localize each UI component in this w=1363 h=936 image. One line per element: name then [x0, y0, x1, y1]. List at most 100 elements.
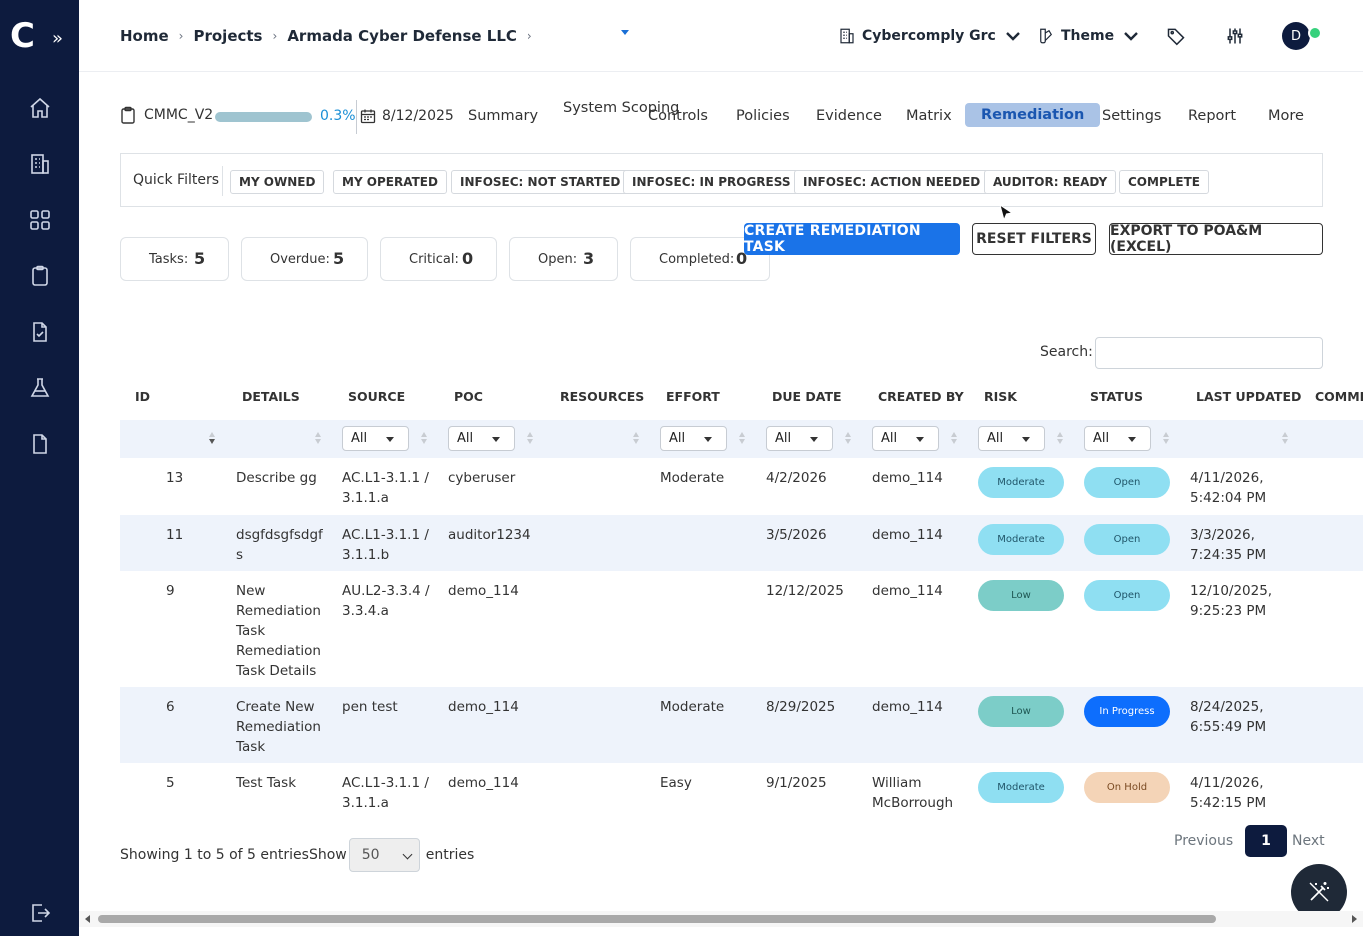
source-filter-select[interactable]: All: [342, 426, 409, 451]
breadcrumb-projects[interactable]: Projects: [193, 27, 263, 45]
search-input[interactable]: [1095, 337, 1323, 369]
breadcrumb-home[interactable]: Home: [120, 27, 169, 45]
col-id[interactable]: ID: [135, 389, 151, 404]
sidebar-expand-button[interactable]: »: [52, 28, 64, 49]
due-date-filter-select[interactable]: All: [766, 426, 833, 451]
table-row[interactable]: 11 dsgfdsgfsdgfs AC.L1-3.1.1 / 3.1.1.b a…: [120, 515, 1363, 571]
home-icon[interactable]: [28, 96, 52, 120]
col-comments[interactable]: COMMENTS: [1315, 389, 1363, 404]
chevron-down-icon: [1005, 32, 1020, 41]
cell-id: 6: [166, 699, 175, 715]
building-icon[interactable]: [28, 152, 52, 176]
col-poc[interactable]: POC: [454, 389, 483, 404]
table-row[interactable]: 5 Test Task AC.L1-3.1.1 / 3.1.1.a demo_1…: [120, 763, 1363, 819]
entries-label: entries: [425, 847, 475, 863]
filter-my-owned[interactable]: MY OWNED: [230, 170, 325, 194]
cell-source: AC.L1-3.1.1 / 3.1.1.b: [342, 527, 429, 563]
document-icon[interactable]: [28, 432, 52, 456]
pagination-previous[interactable]: Previous: [1174, 833, 1234, 849]
cell-created-by: demo_114: [872, 583, 943, 599]
table-row[interactable]: 13 Describe gg AC.L1-3.1.1 / 3.1.1.a cyb…: [120, 458, 1363, 515]
tab-remediation[interactable]: Remediation: [965, 103, 1101, 127]
tab-system-scoping[interactable]: System Scoping: [563, 100, 680, 116]
apps-grid-icon[interactable]: [28, 208, 52, 232]
cell-details: New Remediation Task Remediation Task De…: [236, 583, 321, 679]
quick-filters: Quick Filters MY OWNED MY OPERATED INFOS…: [120, 153, 1323, 207]
col-risk[interactable]: RISK: [984, 389, 1017, 404]
magic-wand-icon: [1309, 882, 1329, 902]
cell-last-updated: 3/3/2026, 7:24:35 PM: [1190, 527, 1267, 563]
reset-filters-button[interactable]: RESET FILTERS: [972, 223, 1096, 255]
status-badge: In Progress: [1084, 696, 1170, 727]
sort-icon[interactable]: [527, 432, 535, 446]
col-details[interactable]: DETAILS: [242, 389, 300, 404]
cell-details: Create New Remediation Task: [236, 699, 321, 755]
sort-icon[interactable]: [633, 432, 641, 446]
status-filter-select[interactable]: All: [1084, 426, 1151, 451]
pagination-next[interactable]: Next: [1292, 833, 1325, 849]
sort-icon[interactable]: [951, 432, 959, 446]
clipboard-icon[interactable]: [28, 264, 52, 288]
sort-icon[interactable]: [845, 432, 853, 446]
sort-icon[interactable]: [315, 432, 323, 446]
tab-settings[interactable]: Settings: [1102, 108, 1162, 124]
col-effort[interactable]: EFFORT: [666, 389, 720, 404]
sort-icon[interactable]: [421, 432, 429, 446]
poc-filter-select[interactable]: All: [448, 426, 515, 451]
filter-infosec-not-started[interactable]: INFOSEC: NOT STARTED: [451, 170, 630, 194]
scrollbar-thumb[interactable]: [98, 915, 1216, 923]
col-created-by[interactable]: CREATED BY: [878, 389, 964, 404]
created-by-filter-select[interactable]: All: [872, 426, 939, 451]
filter-infosec-action-needed[interactable]: INFOSEC: ACTION NEEDED: [794, 170, 990, 194]
magic-wand-button[interactable]: [1291, 864, 1347, 920]
tab-summary[interactable]: Summary: [468, 108, 539, 124]
breadcrumb-project[interactable]: Armada Cyber Defense LLC: [287, 27, 517, 45]
scroll-right-arrow[interactable]: [1352, 915, 1357, 923]
cell-details: Describe gg: [236, 470, 317, 486]
tab-controls[interactable]: Controls: [648, 108, 708, 124]
tab-evidence[interactable]: Evidence: [816, 108, 882, 124]
col-resources[interactable]: RESOURCES: [560, 389, 645, 404]
tag-icon[interactable]: [1166, 26, 1186, 46]
sort-icon[interactable]: [1057, 432, 1065, 446]
flask-icon[interactable]: [28, 376, 52, 400]
filter-auditor-ready[interactable]: AUDITOR: READY: [984, 170, 1117, 194]
table-row[interactable]: 9 New Remediation Task Remediation Task …: [120, 571, 1363, 687]
avatar[interactable]: D: [1282, 22, 1310, 50]
tab-policies[interactable]: Policies: [736, 108, 790, 124]
effort-filter-select[interactable]: All: [660, 426, 727, 451]
col-last-updated[interactable]: LAST UPDATED: [1196, 389, 1302, 404]
tab-more[interactable]: More: [1268, 108, 1304, 124]
risk-filter-select[interactable]: All: [978, 426, 1045, 451]
cell-last-updated: 4/11/2026, 5:42:15 PM: [1190, 775, 1267, 811]
sort-icon[interactable]: [209, 432, 217, 446]
sort-icon[interactable]: [1282, 432, 1290, 446]
filter-infosec-in-progress[interactable]: INFOSEC: IN PROGRESS: [623, 170, 800, 194]
file-check-icon[interactable]: [28, 320, 52, 344]
pagination-page-1[interactable]: 1: [1245, 825, 1287, 857]
risk-badge: Moderate: [978, 467, 1064, 498]
table-row[interactable]: 6 Create New Remediation Task pen test d…: [120, 687, 1363, 763]
theme-selector[interactable]: Theme: [1037, 24, 1146, 48]
create-remediation-task-button[interactable]: CREATE REMEDIATION TASK: [744, 223, 960, 255]
page-size-select[interactable]: 50: [348, 838, 420, 872]
org-selector[interactable]: Cybercomply Grc: [838, 24, 1028, 48]
logout-icon[interactable]: [28, 901, 52, 925]
horizontal-scrollbar[interactable]: [79, 911, 1363, 927]
sliders-icon[interactable]: [1225, 26, 1245, 46]
tab-report[interactable]: Report: [1188, 108, 1237, 124]
project-date: 8/12/2025: [360, 108, 454, 124]
sort-icon[interactable]: [1163, 432, 1171, 446]
export-poam-button[interactable]: EXPORT TO POA&M (EXCEL): [1109, 223, 1323, 255]
filter-my-operated[interactable]: MY OPERATED: [333, 170, 447, 194]
project-name[interactable]: CMMC_V2: [120, 106, 213, 124]
breadcrumb-dropdown-icon[interactable]: [621, 30, 629, 35]
col-source[interactable]: SOURCE: [348, 389, 406, 404]
tab-matrix[interactable]: Matrix: [906, 108, 952, 124]
col-status[interactable]: STATUS: [1090, 389, 1143, 404]
app-logo[interactable]: C: [10, 16, 35, 56]
sort-icon[interactable]: [739, 432, 747, 446]
scroll-left-arrow[interactable]: [85, 915, 90, 923]
col-due-date[interactable]: DUE DATE: [772, 389, 842, 404]
filter-complete[interactable]: COMPLETE: [1119, 170, 1209, 194]
